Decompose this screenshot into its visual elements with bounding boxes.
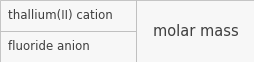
Bar [0,31,136,62]
Text: molar mass: molar mass [152,23,238,39]
Text: fluoride anion: fluoride anion [8,40,89,53]
Bar [136,0,254,62]
Text: thallium(II) cation: thallium(II) cation [8,9,112,22]
Bar [0,0,136,31]
